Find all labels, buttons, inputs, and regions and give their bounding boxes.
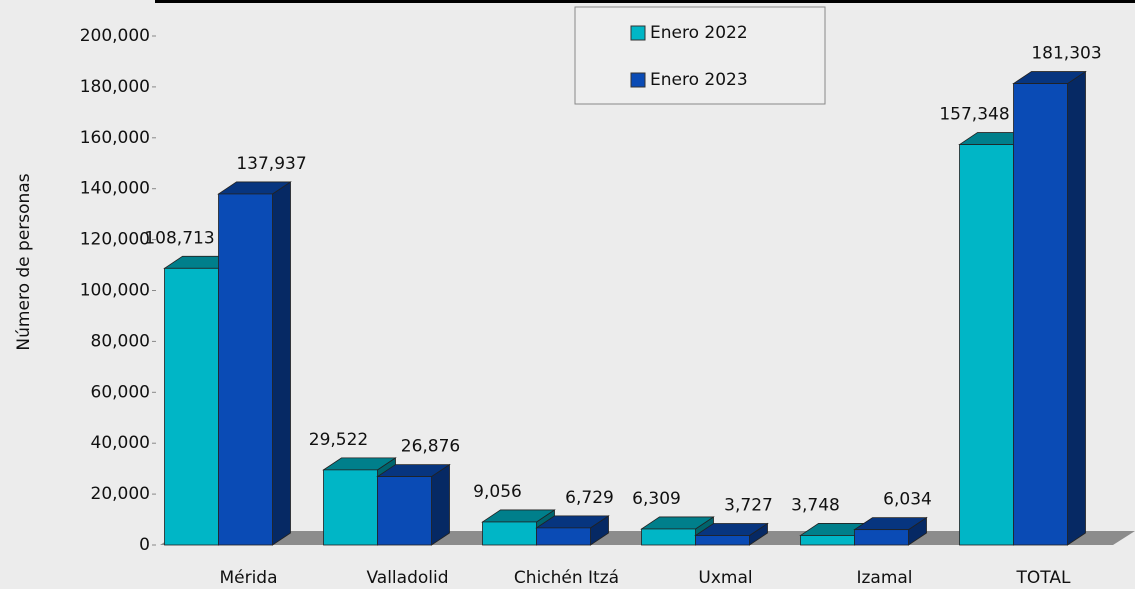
value-label: 108,713 — [144, 228, 214, 248]
y-tick-label: 180,000 — [80, 77, 150, 97]
bar — [217, 181, 292, 546]
bar-side — [272, 181, 291, 546]
x-tick-label: Mérida — [219, 568, 277, 588]
y-tick-label: 20,000 — [91, 484, 150, 504]
value-label: 26,876 — [401, 437, 460, 457]
y-tick-label: 120,000 — [80, 230, 150, 250]
value-label: 9,056 — [473, 482, 522, 502]
bar-side — [1067, 70, 1086, 546]
x-tick-label: Valladolid — [366, 568, 448, 588]
bar-front — [482, 521, 537, 546]
legend — [574, 6, 826, 105]
value-label: 3,727 — [724, 496, 773, 516]
value-label: 3,748 — [791, 495, 840, 515]
y-axis-label: Número de personas — [14, 173, 34, 350]
bar-front — [218, 193, 273, 546]
bar-front — [641, 528, 696, 546]
y-tick-label: 140,000 — [80, 179, 150, 199]
bar-front — [800, 535, 855, 546]
value-label: 157,348 — [939, 105, 1009, 125]
x-tick-label: Chichén Itzá — [514, 568, 619, 588]
legend-label: Enero 2023 — [650, 70, 748, 90]
y-tick-label: 80,000 — [91, 331, 150, 351]
bar-front — [377, 476, 432, 546]
bar — [535, 515, 610, 546]
bar-front — [959, 144, 1014, 546]
bar — [694, 522, 769, 546]
value-label: 6,729 — [565, 488, 614, 508]
bar-front — [323, 469, 378, 546]
bar-front — [695, 535, 750, 546]
bar — [376, 463, 451, 546]
y-tick-label: 40,000 — [91, 433, 150, 453]
bar — [853, 516, 928, 546]
x-tick-label: TOTAL — [1016, 568, 1071, 588]
bar-side — [431, 463, 450, 546]
bar-front — [164, 267, 219, 546]
value-label: 6,034 — [883, 490, 932, 510]
x-tick-label: Izamal — [856, 568, 912, 588]
bar-front — [854, 529, 909, 546]
bar-front — [1013, 83, 1068, 546]
x-tick-label: Uxmal — [698, 568, 752, 588]
legend-swatch — [630, 25, 646, 41]
value-label: 29,522 — [309, 430, 368, 450]
bar-front — [536, 527, 591, 546]
y-tick-label: 160,000 — [80, 128, 150, 148]
legend-label: Enero 2022 — [650, 23, 748, 43]
bar — [1012, 70, 1087, 546]
value-label: 6,309 — [632, 489, 681, 509]
y-tick-label: 60,000 — [91, 382, 150, 402]
value-label: 181,303 — [1031, 44, 1101, 64]
value-label: 137,937 — [236, 154, 306, 174]
y-tick-label: 200,000 — [80, 26, 150, 46]
y-tick-label: 100,000 — [80, 281, 150, 301]
y-tick-label: 0 — [139, 535, 150, 555]
legend-swatch — [630, 72, 646, 88]
